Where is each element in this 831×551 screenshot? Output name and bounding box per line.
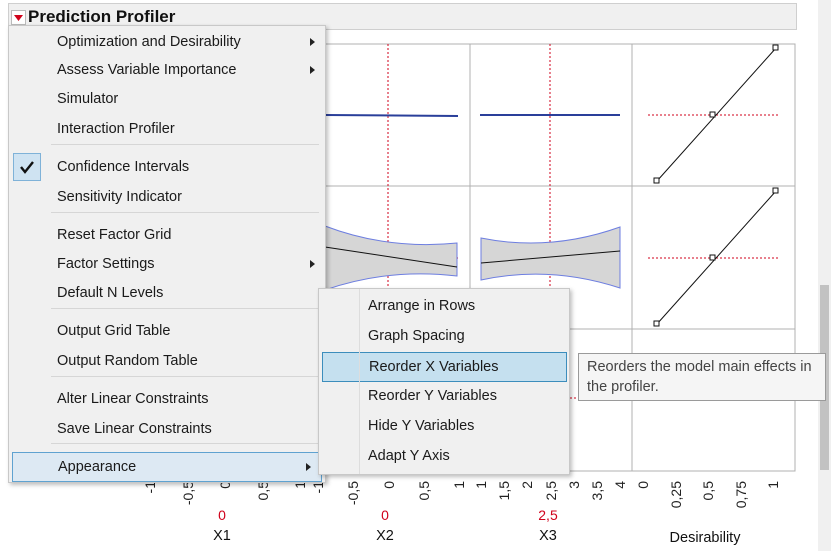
- submenu-item[interactable]: Reorder X Variables: [322, 352, 567, 382]
- menu-item-label: Simulator: [57, 91, 119, 107]
- x-tick-label: 1: [765, 481, 781, 489]
- menu-item[interactable]: Appearance: [12, 452, 322, 482]
- x-tick-label: 3,5: [588, 481, 605, 501]
- x-tick-label: -1: [310, 481, 326, 494]
- menu-item-label: Confidence Intervals: [57, 159, 190, 175]
- menu-item-label: Alter Linear Constraints: [57, 391, 209, 407]
- header-title: Prediction Profiler: [28, 7, 176, 26]
- red-triangle: [14, 15, 23, 21]
- tooltip: Reorders the model main effects in the pr…: [578, 353, 826, 401]
- menu-item[interactable]: Factor Settings: [9, 250, 325, 278]
- menu-item[interactable]: Simulator: [9, 85, 325, 113]
- context-menu: Optimization and Desirability Assess Vari…: [8, 25, 326, 483]
- x-tick-label: -1: [142, 481, 158, 494]
- x-tick-label: 1: [473, 481, 489, 489]
- x-tick-label: 0,25: [667, 481, 684, 509]
- menu-item-label: Interaction Profiler: [57, 121, 175, 137]
- menu-item-label: Sensitivity Indicator: [57, 189, 182, 205]
- menu-item-label: Factor Settings: [57, 256, 155, 272]
- submenu-item-label: Arrange in Rows: [368, 298, 476, 314]
- menu-item[interactable]: Confidence Intervals: [9, 153, 325, 181]
- menu-item[interactable]: Output Grid Table: [9, 317, 325, 345]
- menu-item-label: Optimization and Desirability: [57, 34, 241, 50]
- current-value: 2,5: [538, 507, 558, 523]
- menu-item[interactable]: Alter Linear Constraints: [9, 385, 325, 413]
- menu-item[interactable]: Assess Variable Importance: [9, 56, 325, 84]
- submenu-arrow: [310, 66, 315, 74]
- x-tick-label: 0,5: [415, 481, 432, 501]
- menu-item-label: Output Grid Table: [57, 323, 171, 339]
- menu-item[interactable]: Save Linear Constraints: [9, 415, 325, 443]
- menu-item[interactable]: Reset Factor Grid: [9, 221, 325, 249]
- menu-item-label: Reset Factor Grid: [57, 227, 172, 243]
- current-value: 0: [381, 507, 389, 523]
- factor-label: X2: [376, 528, 394, 544]
- submenu-arrow: [310, 38, 315, 46]
- submenu-item-label: Reorder Y Variables: [368, 388, 497, 404]
- tooltip-line: the profiler.: [587, 379, 659, 395]
- menu-item[interactable]: Optimization and Desirability: [9, 28, 325, 56]
- factor-label: X1: [213, 528, 231, 544]
- menu-separator: [51, 212, 319, 213]
- submenu-item-label: Reorder X Variables: [369, 359, 499, 375]
- menu-separator: [51, 443, 319, 444]
- x-tick-label: 0,5: [254, 481, 271, 501]
- menu-item[interactable]: Default N Levels: [9, 279, 325, 307]
- x-tick-label: 0: [635, 481, 651, 489]
- submenu-item[interactable]: Hide Y Variables: [319, 412, 569, 440]
- factor-label: Desirability: [669, 530, 741, 546]
- x-tick-label: 4: [612, 481, 628, 489]
- menu-item-label: Save Linear Constraints: [57, 421, 212, 437]
- x-tick-label: 1: [292, 481, 308, 489]
- submenu-arrow: [306, 463, 311, 471]
- menu-item[interactable]: Interaction Profiler: [9, 115, 325, 143]
- submenu-item[interactable]: Reorder Y Variables: [319, 382, 569, 410]
- menu-item[interactable]: Sensitivity Indicator: [9, 183, 325, 211]
- x-tick-label: 0,75: [732, 481, 749, 509]
- menu-item[interactable]: Output Random Table: [9, 347, 325, 375]
- tooltip-line: Reorders the model main effects in: [587, 359, 812, 375]
- factor-label: X3: [539, 528, 557, 544]
- x-tick-label: 1: [451, 481, 467, 489]
- red-triangle-button[interactable]: [11, 10, 26, 25]
- current-value: 0: [218, 507, 226, 523]
- submenu-item-label: Adapt Y Axis: [368, 448, 450, 464]
- submenu-item-label: Hide Y Variables: [368, 418, 475, 434]
- menu-separator: [51, 308, 319, 309]
- submenu-item-label: Graph Spacing: [368, 328, 465, 344]
- submenu-item[interactable]: Graph Spacing: [319, 322, 569, 350]
- menu-item-label: Assess Variable Importance: [57, 62, 237, 78]
- submenu-item[interactable]: Arrange in Rows: [319, 292, 569, 320]
- appearance-submenu: Arrange in Rows Graph Spacing Reorder X Va…: [318, 288, 570, 475]
- x-tick-label: 1,5: [496, 481, 513, 501]
- x-tick-label: 0,5: [700, 481, 716, 501]
- submenu-arrow: [310, 260, 315, 268]
- menu-item-label: Default N Levels: [57, 285, 164, 301]
- menu-item-label: Appearance: [58, 459, 137, 475]
- menu-separator: [51, 376, 319, 377]
- check-box: [13, 153, 41, 181]
- menu-item-label: Output Random Table: [57, 353, 198, 369]
- menu-separator: [51, 144, 319, 145]
- submenu-gutter: [359, 289, 360, 474]
- submenu-item[interactable]: Adapt Y Axis: [319, 442, 569, 470]
